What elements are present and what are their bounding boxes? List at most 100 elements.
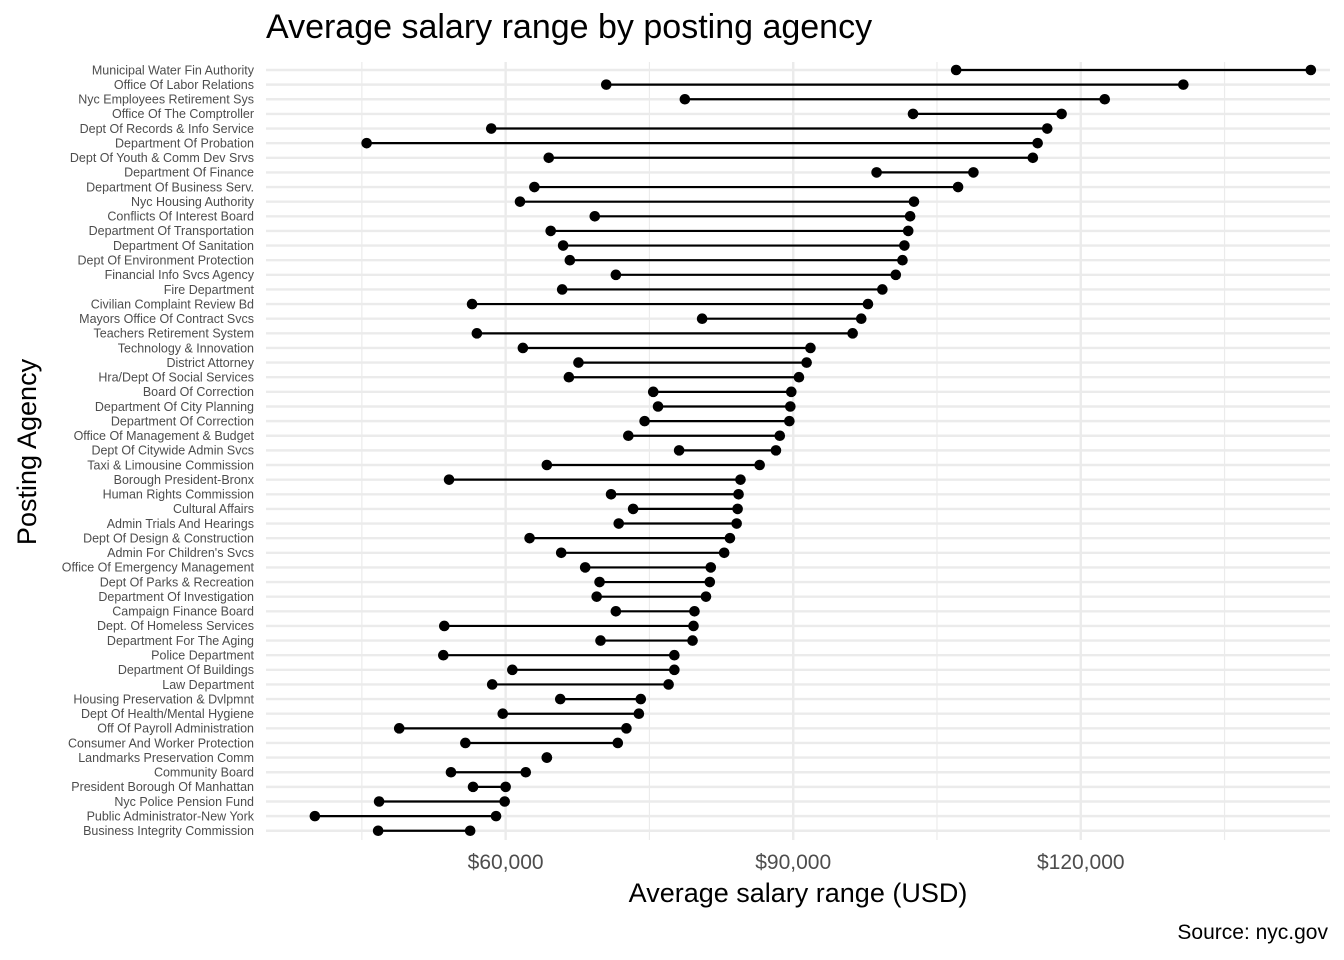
min-salary-point: [639, 415, 650, 427]
agency-label: Campaign Finance Board: [112, 605, 254, 619]
min-salary-point: [507, 664, 518, 676]
min-salary-point: [443, 474, 455, 485]
agency-label: Taxi & Limousine Commission: [87, 458, 254, 472]
agency-label: Borough President-Bronx: [114, 473, 255, 487]
max-salary-point: [1056, 108, 1067, 120]
agency-label: Department Of Transportation: [89, 224, 254, 238]
max-salary-point: [520, 766, 532, 778]
max-salary-point: [1178, 79, 1189, 90]
max-salary-point: [735, 474, 746, 485]
min-salary-point: [871, 167, 882, 178]
min-salary-point: [309, 810, 321, 822]
max-salary-point: [718, 547, 730, 559]
max-salary-point: [902, 225, 914, 237]
max-salary-point: [785, 401, 796, 412]
min-salary-point: [563, 371, 575, 383]
agency-label: Office Of Labor Relations: [114, 78, 254, 92]
x-tick-label: $60,000: [468, 851, 544, 874]
min-salary-point: [623, 430, 634, 442]
agency-label: Business Integrity Commission: [83, 824, 254, 838]
min-salary-point: [557, 240, 569, 251]
max-salary-point: [621, 723, 632, 734]
x-tick-label: $90,000: [755, 851, 831, 874]
max-salary-point: [1041, 123, 1053, 134]
min-salary-point: [486, 679, 498, 690]
agency-label: Department Of Sanitation: [113, 239, 254, 253]
min-salary-point: [673, 445, 685, 456]
agency-label: Department Of Investigation: [98, 590, 254, 604]
agency-label: Conflicts Of Interest Board: [107, 210, 254, 224]
chart-caption: Source: nyc.gov: [1177, 921, 1328, 944]
min-salary-point: [554, 693, 566, 705]
agency-label: Dept Of Youth & Comm Dev Srvs: [70, 151, 254, 165]
min-salary-point: [573, 357, 584, 368]
agency-label: Department Of Business Serv.: [86, 180, 254, 194]
max-salary-point: [784, 415, 795, 427]
agency-label: Off Of Payroll Administration: [97, 722, 254, 736]
chart-title: Average salary range by posting agency: [266, 8, 873, 46]
agency-label: Law Department: [162, 678, 254, 692]
min-salary-point: [373, 796, 385, 807]
agency-label: Department Of Buildings: [118, 663, 254, 677]
max-salary-point: [801, 357, 812, 368]
agency-label: Office Of Management & Budget: [74, 429, 255, 443]
min-salary-point: [907, 108, 919, 120]
max-salary-point: [689, 606, 700, 617]
agency-label: Dept Of Environment Protection: [78, 253, 255, 267]
agency-label: District Attorney: [166, 356, 254, 370]
min-salary-point: [605, 488, 617, 500]
max-salary-point: [732, 503, 743, 515]
agency-label: Office Of Emergency Management: [62, 561, 255, 575]
min-salary-point: [564, 254, 576, 266]
min-salary-point: [545, 225, 556, 237]
agency-label: Nyc Housing Authority: [131, 195, 255, 209]
min-salary-point: [579, 562, 591, 573]
agency-label: Department Of Probation: [115, 136, 254, 150]
agency-label: Nyc Employees Retirement Sys: [78, 93, 254, 107]
y-axis-title: Posting Agency: [12, 358, 42, 545]
max-salary-point: [968, 167, 979, 178]
max-salary-point: [877, 284, 888, 295]
agency-label: Dept Of Parks & Recreation: [100, 575, 254, 589]
max-salary-point: [688, 620, 699, 632]
min-salary-point: [514, 196, 526, 207]
agency-label: Dept Of Citywide Admin Svcs: [91, 444, 254, 458]
min-salary-point: [613, 518, 625, 529]
agency-label: Housing Preservation & Dvlpmnt: [73, 692, 254, 706]
max-salary-point: [687, 635, 698, 646]
x-tick-labels: $60,000 $90,000 $120,000: [468, 851, 1125, 874]
agency-label: Board Of Correction: [143, 385, 254, 399]
max-salary-point: [541, 752, 553, 763]
max-salary-point: [785, 386, 797, 398]
min-salary-point: [524, 532, 535, 544]
max-salary-point: [663, 679, 674, 690]
max-salary-point: [633, 708, 645, 720]
min-salary-point: [543, 152, 555, 164]
max-salary-point: [733, 488, 744, 500]
agency-label: Dept Of Records & Info Service: [80, 122, 254, 136]
min-salary-point: [595, 635, 606, 646]
agency-label: Department Of City Planning: [95, 400, 254, 414]
max-salary-point: [1027, 152, 1039, 164]
min-salary-point: [467, 781, 479, 793]
max-salary-point: [862, 298, 874, 310]
min-salary-point: [438, 649, 449, 661]
agency-label: Office Of The Comptroller: [112, 107, 254, 121]
min-salary-point: [591, 591, 603, 602]
min-salary-point: [393, 723, 405, 734]
max-salary-point: [731, 518, 742, 529]
max-salary-point: [464, 825, 476, 837]
min-salary-point: [589, 211, 601, 222]
max-salary-point: [805, 342, 816, 354]
max-salary-point: [899, 240, 910, 251]
agency-label: Community Board: [154, 766, 254, 780]
max-salary-point: [855, 313, 867, 325]
min-salary-point: [438, 620, 450, 632]
max-salary-point: [1032, 137, 1043, 149]
max-salary-point: [754, 459, 765, 471]
max-salary-point: [847, 328, 858, 339]
min-salary-point: [485, 123, 497, 134]
min-salary-point: [471, 328, 483, 339]
agency-label: Department For The Aging: [107, 634, 254, 648]
min-salary-point: [679, 93, 691, 105]
